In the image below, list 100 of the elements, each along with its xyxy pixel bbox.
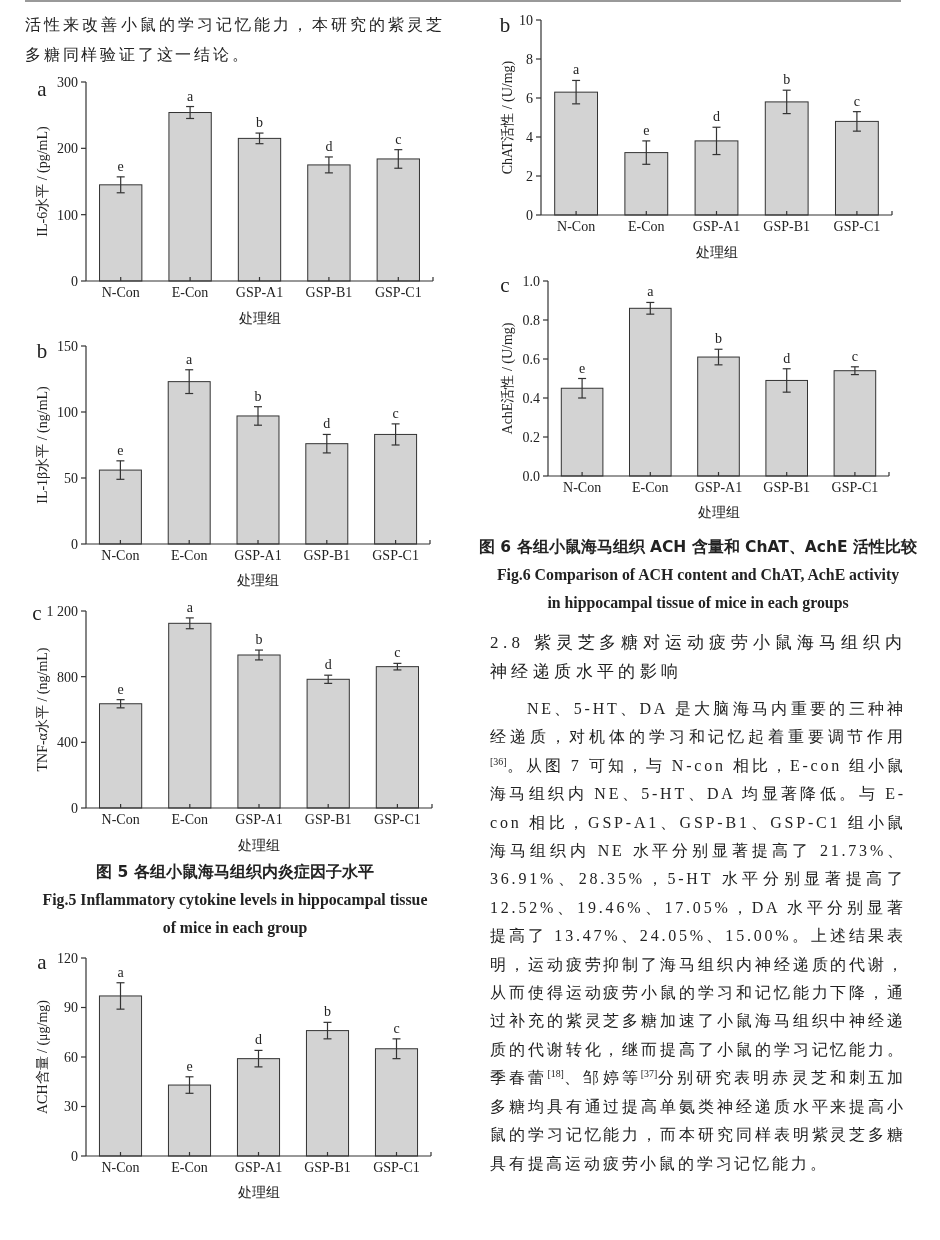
text: NE、5-HT、DA 是大脑海马内重要的三种神经递质，对机体的学习和记忆起着重要调节作用$^{[36]}$。从图 7 可知，与 N-con 相比，E-con 组小鼠海马组织内 NE、5-HT、DA 均显著降低。与 E-con 相比，GSP-A1、GSP-B1、GSP-C1 组小鼠海马组织内 NE 水平分别显著提高了 21.73%、36.91%、28.35%，5-HT 水平分别显著提高了 12.52%、19.46%、17.05%，DA 水平分别显著提高了 13.47%、24.05%、15.00%。上述结果表明，运动疲劳抑制了海马组织内神经递质的代谢，从而使得运动疲劳小鼠的学习和记忆能力下降，通过补充的紫灵芝多糖加速了小鼠海马组织中神经递质的代谢转化，继而提高了小鼠的学习记忆能力。季春蕾$^{[18]}$、邹婷等$^{[37]}$分别研究表明赤灵芝和刺五加多糖均具有通过提高单氨类神经递质水平来提高小鼠的学习记忆能力，而本研究同样表明紫灵芝多糖具有提高运动疲劳小鼠的学习记忆能力。 [490, 700, 907, 1172]
x-tick-label: GSP-C1 [374, 811, 421, 827]
y-tick-label: 120 [57, 950, 78, 966]
y-tick-label: 800 [57, 669, 78, 685]
x-tick-label: GSP-A1 [235, 811, 283, 827]
x-axis-title: 处理组 [695, 244, 738, 260]
x-tick-label: E-Con [171, 1159, 208, 1175]
x-tick-label: GSP-B1 [305, 284, 353, 300]
x-axis-title: 处理组 [697, 504, 740, 520]
caption: Fig.5 Inflammatory cytokine levels in hippocampal tissue of mice in each group [41, 890, 429, 939]
y-tick-label: 30 [64, 1099, 78, 1115]
x-axis-title: 处理组 [238, 837, 280, 853]
x-tick-label: GSP-B1 [763, 479, 811, 495]
y-tick-label: 100 [57, 404, 78, 420]
annotation: b [715, 331, 722, 347]
annotation: d [783, 350, 791, 366]
y-tick-label: 100 [57, 207, 78, 223]
y-axis-title: TNF-α水平 / (ng/mL) [34, 647, 51, 772]
y-tick-label: 200 [57, 141, 78, 157]
y-tick-label: 0.8 [522, 312, 540, 328]
annotation: c [395, 131, 402, 147]
x-tick-label: GSP-B1 [304, 811, 352, 827]
annotation: c [853, 93, 861, 109]
x-axis-title: 处理组 [237, 1184, 280, 1200]
chart-title: a [37, 950, 48, 975]
y-tick-label: 150 [57, 338, 78, 354]
x-tick-label: GSP-B1 [304, 1159, 351, 1175]
x-tick-label: E-Con [171, 811, 209, 827]
y-tick-label: 300 [57, 74, 78, 90]
text: 2.8 紫灵芝多糖对运动疲劳小鼠海马组织内神经递质水平的影响 [490, 632, 906, 683]
annotation: c [393, 1020, 400, 1036]
x-tick-label: GSP-A1 [694, 479, 743, 495]
annotation: b [324, 1004, 331, 1020]
y-axis-title: AchE活性 / (U/mg) [499, 322, 516, 435]
annotation: e [117, 158, 124, 174]
y-tick-label: 1.0 [522, 273, 540, 289]
annotation: e [117, 442, 124, 458]
y-tick-label: 400 [57, 735, 78, 751]
annotation: d [324, 657, 332, 673]
y-tick-label: 0 [71, 536, 78, 552]
x-tick-label: E-Con [632, 479, 669, 495]
x-tick-label: E-Con [171, 284, 209, 300]
caption: 图 5 各组小鼠海马组织内炎症因子水平 [95, 862, 375, 883]
y-tick-label: 90 [64, 1000, 78, 1016]
y-tick-label: 10 [519, 12, 533, 28]
x-tick-label: GSP-B1 [303, 547, 351, 563]
chart-title: a [37, 77, 48, 102]
y-tick-label: 1 200 [46, 603, 78, 619]
annotation: a [647, 284, 655, 300]
x-tick-label: GSP-A1 [234, 1159, 283, 1175]
annotation: e [186, 1058, 193, 1074]
x-axis-title: 处理组 [238, 310, 281, 326]
caption: 图 6 各组小鼠海马组织 ACH 含量和 ChAT、AchE 活性比较 [478, 537, 918, 558]
y-tick-label: 6 [526, 90, 533, 106]
annotation: a [572, 62, 580, 78]
y-tick-label: 8 [526, 51, 533, 67]
y-tick-label: 2 [526, 168, 533, 184]
text: 活性来改善小鼠的学习记忆能力，本研究的紫灵芝多糖同样验证了这一结论。 [25, 15, 445, 65]
y-tick-label: 4 [526, 129, 533, 145]
y-axis-title: IL-6水平 / (pg/mL) [34, 125, 51, 237]
annotation: d [713, 109, 720, 125]
caption: Fig.6 Comparison of ACH content and ChAT, AchE activity in hippocampal tissue of mice in each groups [495, 565, 901, 614]
y-tick-label: 60 [64, 1049, 78, 1065]
x-tick-label: N-Con [557, 218, 596, 234]
chart-title: b [499, 13, 511, 38]
y-axis-title: IL-1β水平 / (ng/mL) [34, 385, 51, 504]
x-tick-label: N-Con [101, 284, 140, 300]
y-tick-label: 0.0 [522, 468, 540, 484]
x-tick-label: GSP-C1 [831, 479, 879, 495]
x-tick-label: N-Con [101, 811, 140, 827]
y-tick-label: 0.6 [522, 351, 540, 367]
x-tick-label: E-Con [628, 218, 665, 234]
annotation: d [325, 138, 333, 154]
annotation: b [783, 72, 791, 88]
y-tick-label: 0 [71, 1148, 78, 1164]
annotation: a [186, 599, 194, 615]
y-axis-title: ChAT活性 / (U/mg) [499, 60, 516, 175]
annotation: c [394, 645, 401, 661]
chart-title: c [500, 273, 510, 298]
annotation: e [117, 681, 124, 697]
annotation: c [392, 405, 399, 421]
annotation: b [255, 632, 263, 648]
annotation: b [256, 115, 263, 131]
x-tick-label: GSP-A1 [234, 547, 282, 563]
y-tick-label: 0 [71, 273, 78, 289]
chart-title: b [36, 339, 48, 364]
x-tick-label: N-Con [563, 479, 602, 495]
annotation: c [851, 348, 859, 364]
annotation: e [643, 122, 650, 138]
x-axis-title: 处理组 [237, 572, 279, 588]
y-axis-title: ACH含量 / (μg/mg) [34, 999, 51, 1115]
x-tick-label: GSP-A1 [692, 218, 741, 234]
annotation: d [255, 1032, 262, 1048]
x-tick-label: GSP-C1 [372, 547, 419, 563]
x-tick-label: GSP-C1 [833, 218, 881, 234]
y-tick-label: 0 [526, 207, 533, 223]
x-tick-label: N-Con [101, 547, 140, 563]
chart-title: c [32, 601, 42, 626]
annotation: a [117, 964, 125, 980]
annotation: d [323, 416, 331, 432]
